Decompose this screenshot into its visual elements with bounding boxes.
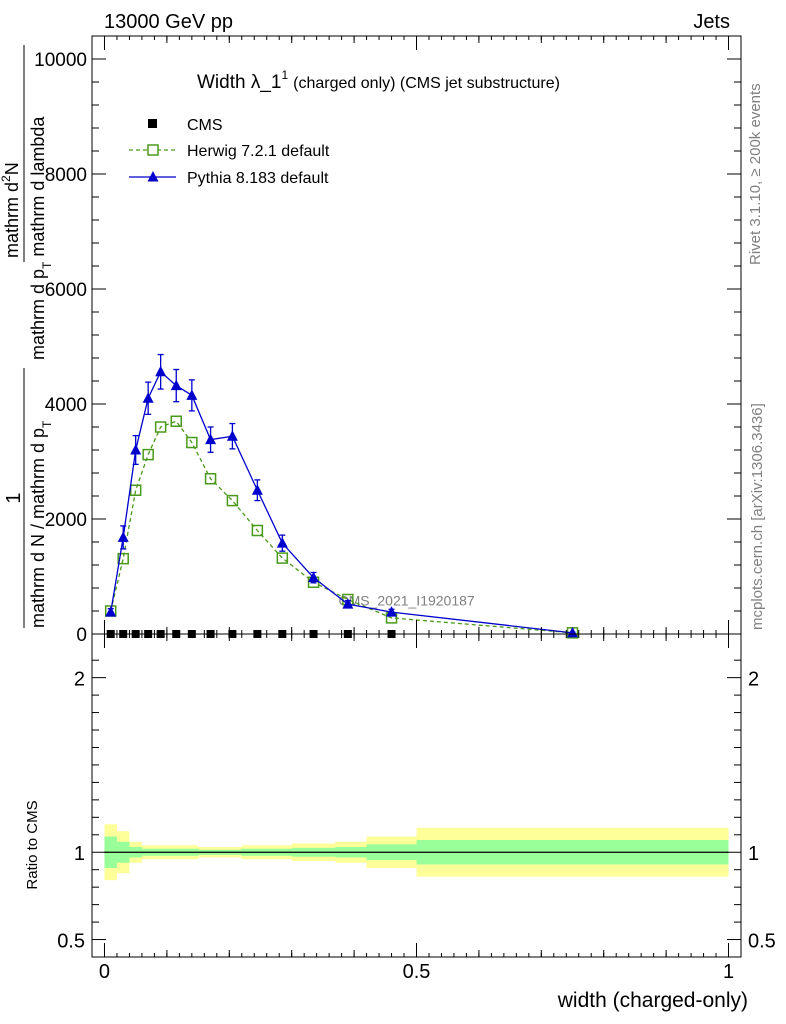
ylabel-numerator-top: mathrm d2N — [0, 162, 22, 258]
ylabel-numerator: mathrm d pT mathrm d lambda — [28, 116, 54, 360]
herwig-point — [129, 484, 142, 496]
title-rest: (charged only) (CMS jet substructure) — [293, 75, 560, 92]
title-sup: 1 — [281, 68, 288, 82]
y-tick-label: 6000 — [45, 280, 87, 301]
pythia-point — [170, 379, 182, 391]
ratio-y-tick-label: 1 — [74, 843, 85, 865]
plot-title: Width λ_11 (charged only) (CMS jet substr… — [197, 68, 560, 93]
ratio-ylabel: Ratio to CMS — [24, 800, 41, 889]
legend-pythia-marker — [147, 171, 159, 182]
y-tick-label: 2000 — [45, 510, 87, 531]
pythia-point — [226, 430, 238, 441]
herwig-point — [186, 436, 198, 449]
pythia-point — [205, 433, 217, 445]
herwig-line — [110, 420, 573, 634]
x-tick-label: 1 — [723, 961, 734, 983]
x-tick-label: 0.5 — [403, 961, 431, 983]
legend-cms-marker — [148, 119, 157, 128]
main-ylabel: 1 mathrm d N / mathrm d pT mathrm d pT m… — [0, 45, 54, 628]
pythia-point — [276, 537, 288, 548]
pythia-point — [308, 571, 320, 583]
pythia-point — [155, 365, 167, 377]
ratio-panel — [104, 824, 729, 881]
pythia-point — [142, 392, 154, 403]
legend-herwig-marker — [147, 144, 159, 156]
ratio-y-tick-label: 0.5 — [57, 931, 85, 953]
pythia-point — [117, 531, 129, 542]
pythia-point — [186, 389, 198, 400]
herwig-point — [276, 552, 289, 564]
legend: CMS Herwig 7.2.1 default Pythia 8.183 defa… — [129, 117, 330, 187]
ylabel-one: 1 — [3, 492, 25, 503]
ratio-y-tick-label: 2 — [74, 669, 85, 691]
ratio-frame — [91, 633, 742, 958]
pythia-point — [251, 484, 263, 495]
herwig-point — [117, 552, 129, 565]
pythia-point — [567, 626, 579, 638]
header-left: 13000 GeV pp — [104, 11, 233, 33]
pythia-point — [105, 606, 117, 617]
y-tick-label: 4000 — [45, 395, 87, 416]
legend-label: Pythia 8.183 default — [187, 170, 329, 187]
herwig-point — [251, 524, 264, 537]
title-main: Width λ_1 — [197, 72, 281, 93]
header-right: Jets — [693, 11, 730, 33]
herwig-point — [154, 421, 167, 433]
ratio-y-tick-label-right: 0.5 — [748, 931, 776, 953]
y-tick-label: 10000 — [34, 50, 87, 71]
pythia-point — [342, 598, 354, 609]
rivet-label: Rivet 3.1.10, ≥ 200k events — [747, 83, 764, 265]
legend-label: CMS — [187, 117, 223, 134]
legend-label: Herwig 7.2.1 default — [187, 143, 330, 160]
x-axis-label: width (charged-only) — [557, 989, 748, 1012]
ratio-y-tick-label-right: 2 — [748, 669, 759, 691]
y-tick-label: 0 — [76, 625, 87, 646]
mcplots-label: mcplots.cern.ch [arXiv:1306.3436] — [749, 403, 766, 630]
pythia-point — [130, 444, 142, 455]
ylabel-denominator: mathrm d N / mathrm d pT — [28, 420, 54, 628]
watermark: CMS_2021_I1920187 — [338, 592, 474, 608]
herwig-point — [142, 448, 154, 461]
ratio-y-tick-label-right: 1 — [748, 843, 759, 865]
herwig-point — [170, 415, 182, 427]
x-tick-label: 0 — [99, 961, 110, 983]
pythia-point — [386, 606, 398, 617]
y-tick-label: 8000 — [45, 165, 87, 186]
herwig-point — [226, 494, 239, 507]
herwig-point — [204, 473, 217, 485]
